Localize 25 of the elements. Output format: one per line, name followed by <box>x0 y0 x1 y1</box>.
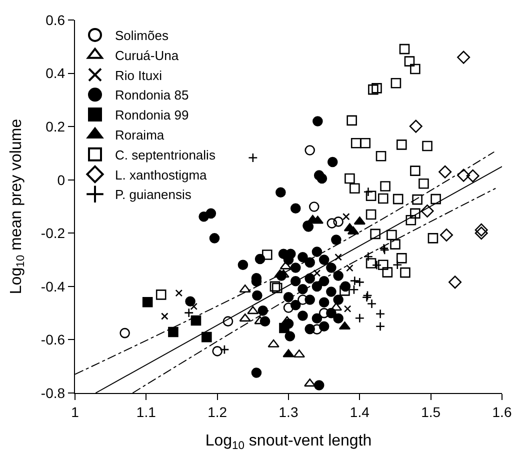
legend-label: C. septentrionalis <box>115 147 216 162</box>
legend-label: P. guianensis <box>115 187 192 202</box>
x-axis-title: Log$_{10}$ snout-vent length <box>205 432 372 452</box>
y-tick-label: 0.6 <box>46 12 66 28</box>
y-tick-label: 0 <box>57 172 66 188</box>
legend-label: Curuá-Una <box>115 48 180 63</box>
x-tick-label: 1 <box>71 404 80 420</box>
x-tick-label: 1.5 <box>421 404 441 420</box>
legend-label: Roraima <box>115 128 165 143</box>
y-tick-label: -0.6 <box>40 332 66 348</box>
y-tick-label: -0.4 <box>40 278 66 294</box>
y-tick-label: 0.2 <box>46 118 66 134</box>
y-tick-label: -0.2 <box>40 225 66 242</box>
y-tick-label: 0.4 <box>46 65 66 82</box>
legend-label: Rondonia 99 <box>115 108 189 123</box>
legend-label: Solimões <box>115 28 169 44</box>
x-tick-label: 1.4 <box>350 404 370 420</box>
y-tick-label: -0.8 <box>40 384 66 401</box>
x-tick-label: 1.1 <box>136 404 156 420</box>
x-tick-label: 1.3 <box>278 404 298 420</box>
legend-label: Rio Ituxi <box>115 68 162 83</box>
legend-label: L. xanthostigma <box>115 167 208 182</box>
x-tick-label: 1.6 <box>492 404 512 420</box>
legend-label: Rondonia 85 <box>115 88 189 103</box>
x-tick-label: 1.2 <box>208 404 228 420</box>
